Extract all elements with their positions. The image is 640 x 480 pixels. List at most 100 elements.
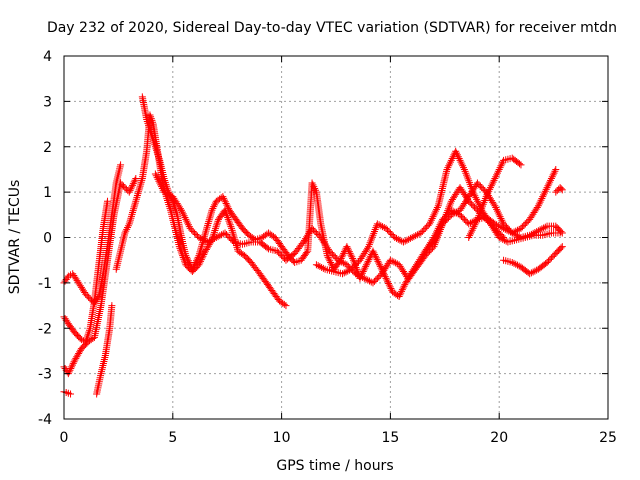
data-point xyxy=(66,366,74,374)
data-point xyxy=(205,237,213,245)
data-point xyxy=(495,165,503,173)
data-point xyxy=(210,203,218,211)
data-point xyxy=(372,254,380,262)
data-point xyxy=(392,234,400,242)
data-point xyxy=(278,252,286,260)
data-point xyxy=(449,210,457,218)
data-point xyxy=(339,270,347,278)
data-point xyxy=(398,286,406,294)
data-point xyxy=(466,230,474,238)
data-point xyxy=(497,214,505,222)
data-point xyxy=(164,190,172,198)
data-point xyxy=(181,214,189,222)
data-point xyxy=(466,199,474,207)
data-point xyxy=(331,253,339,261)
data-point xyxy=(432,207,440,215)
data-point xyxy=(340,249,348,257)
y-tick-label: -2 xyxy=(38,321,52,337)
data-point xyxy=(476,182,484,190)
data-point xyxy=(343,243,351,251)
data-point xyxy=(542,185,550,193)
data-point xyxy=(526,270,534,278)
data-point xyxy=(347,251,355,259)
data-point xyxy=(406,234,414,242)
data-point xyxy=(410,233,418,241)
data-point xyxy=(223,212,231,220)
data-point xyxy=(209,204,217,212)
x-axis-ticks: 0 5 10 15 20 25 xyxy=(60,56,617,446)
data-point xyxy=(224,203,232,211)
data-point xyxy=(512,227,520,235)
data-point xyxy=(403,236,411,244)
data-point xyxy=(83,292,91,300)
data-point xyxy=(518,223,526,231)
data-point xyxy=(326,257,334,265)
data-point xyxy=(455,155,463,163)
data-point xyxy=(423,223,431,231)
data-point xyxy=(428,214,436,222)
data-point xyxy=(339,251,347,259)
data-point xyxy=(153,174,161,182)
data-point xyxy=(517,161,525,169)
data-point xyxy=(465,234,473,241)
x-axis-label: GPS time / hours xyxy=(276,458,393,474)
data-point xyxy=(127,185,135,193)
data-point xyxy=(364,257,372,265)
data-point xyxy=(421,224,429,232)
data-point xyxy=(553,187,561,195)
data-point xyxy=(327,249,335,257)
data-point xyxy=(207,236,215,244)
data-point xyxy=(183,255,191,263)
data-point xyxy=(183,253,191,261)
data-point xyxy=(275,249,283,257)
data-point xyxy=(362,261,370,269)
data-point xyxy=(327,258,335,266)
data-point xyxy=(195,234,203,241)
data-point xyxy=(544,182,552,190)
data-point xyxy=(453,151,461,159)
data-point xyxy=(539,193,547,201)
data-point xyxy=(219,193,227,201)
data-point xyxy=(108,302,116,310)
data-point xyxy=(446,160,454,168)
data-point xyxy=(412,232,420,240)
data-point xyxy=(475,181,483,189)
series-trace-11 xyxy=(465,154,525,241)
data-point xyxy=(433,233,441,241)
data-point xyxy=(444,214,452,222)
x-tick-label: 5 xyxy=(168,430,177,446)
data-point xyxy=(543,184,551,192)
data-point xyxy=(491,202,499,210)
series-trace-12 xyxy=(500,243,566,278)
data-point xyxy=(494,209,502,217)
data-point xyxy=(557,244,565,252)
data-point xyxy=(369,247,377,255)
data-point xyxy=(493,169,501,177)
y-axis-ticks: -4 -3 -2 -1 0 1 2 3 4 xyxy=(38,49,608,428)
data-point xyxy=(472,219,480,227)
data-point xyxy=(371,251,379,259)
data-point xyxy=(220,196,228,204)
data-point xyxy=(324,253,332,261)
x-tick-label: 0 xyxy=(60,430,69,446)
data-point xyxy=(375,273,383,281)
data-point xyxy=(220,194,228,202)
data-point xyxy=(387,285,395,293)
data-point xyxy=(433,231,441,239)
data-point xyxy=(182,215,190,223)
data-point xyxy=(132,175,140,183)
data-point xyxy=(375,259,383,267)
data-point xyxy=(473,179,481,187)
data-point xyxy=(552,188,560,196)
data-point xyxy=(469,202,477,210)
data-point xyxy=(388,257,396,265)
data-point xyxy=(303,249,311,257)
data-point xyxy=(377,222,385,230)
data-point xyxy=(311,227,319,235)
data-point xyxy=(471,221,479,229)
data-point xyxy=(547,176,555,184)
data-point xyxy=(330,252,338,260)
data-point xyxy=(427,241,435,249)
data-point xyxy=(505,226,513,234)
data-point xyxy=(183,217,191,225)
